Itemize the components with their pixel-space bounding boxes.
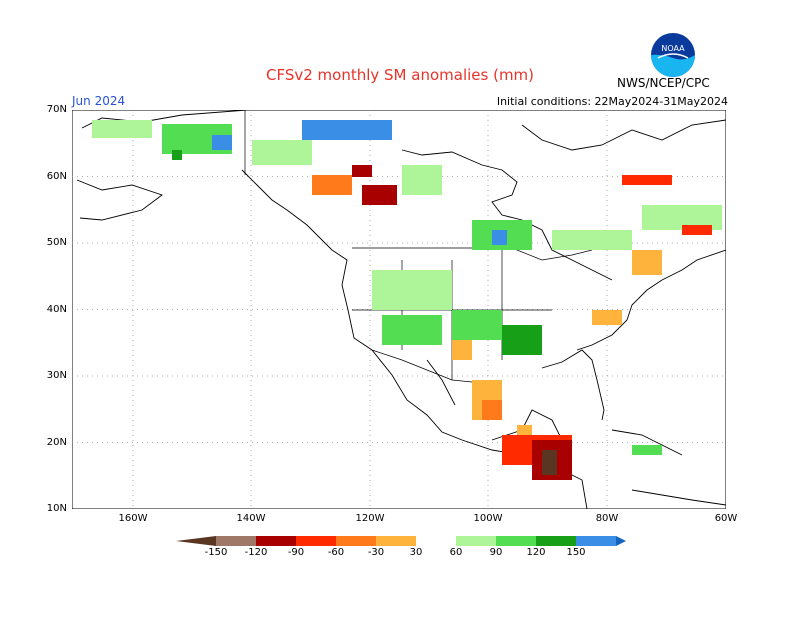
colorbar-label: 150 xyxy=(566,547,586,558)
colorbar-swatch xyxy=(416,536,456,546)
lat-label-60n: 60N xyxy=(46,171,67,182)
lon-label-160w: 160W xyxy=(118,513,148,524)
colorbar-swatch xyxy=(336,536,376,546)
lon-label-80w: 80W xyxy=(595,513,619,524)
lon-label-120w: 120W xyxy=(355,513,385,524)
colorbar-label: 30 xyxy=(409,547,423,558)
colorbar-swatch xyxy=(376,536,416,546)
lon-label-60w: 60W xyxy=(714,513,738,524)
colorbar-swatch xyxy=(536,536,576,546)
organization-label: NWS/NCEP/CPC xyxy=(617,76,710,90)
lon-label-100w: 100W xyxy=(473,513,503,524)
colorbar-swatch xyxy=(256,536,296,546)
lat-label-50n: 50N xyxy=(46,237,67,248)
colorbar-label: 120 xyxy=(526,547,546,558)
noaa-logo: NOAA xyxy=(651,33,695,77)
colorbar-label: -30 xyxy=(367,547,385,558)
lat-label-20n: 20N xyxy=(46,437,67,448)
colorbar-min-arrow xyxy=(176,536,216,546)
anomaly-cells xyxy=(92,120,722,480)
colorbar-label: -150 xyxy=(204,547,228,558)
colorbar xyxy=(176,536,626,546)
forecast-month: Jun 2024 xyxy=(72,94,126,108)
colorbar-label: 60 xyxy=(449,547,463,558)
lat-label-30n: 30N xyxy=(46,370,67,381)
colorbar-label: -120 xyxy=(244,547,268,558)
lat-label-10n: 10N xyxy=(46,503,67,514)
lat-label-70n: 70N xyxy=(46,104,67,115)
colorbar-swatch xyxy=(216,536,256,546)
lat-label-40n: 40N xyxy=(46,304,67,315)
colorbar-label: -60 xyxy=(327,547,345,558)
colorbar-swatch xyxy=(296,536,336,546)
colorbar-max-arrow xyxy=(616,536,626,546)
colorbar-label: -90 xyxy=(287,547,305,558)
colorbar-swatch xyxy=(456,536,496,546)
svg-text:NOAA: NOAA xyxy=(661,44,685,53)
lon-label-140w: 140W xyxy=(236,513,266,524)
initial-conditions: Initial conditions: 22May2024-31May2024 xyxy=(496,95,728,108)
colorbar-label: 90 xyxy=(489,547,503,558)
map-title: CFSv2 monthly SM anomalies (mm) xyxy=(265,66,535,84)
colorbar-swatch xyxy=(496,536,536,546)
soil-moisture-map xyxy=(72,110,726,509)
colorbar-swatch xyxy=(576,536,616,546)
